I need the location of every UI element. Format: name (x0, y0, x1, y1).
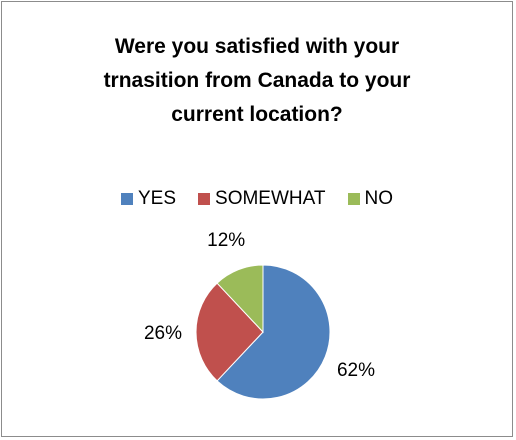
pie-slice-no (216, 264, 264, 334)
legend-item-no: NO (347, 188, 394, 210)
pie-slice-somewhat (195, 282, 264, 382)
data-label-no: 12% (207, 230, 245, 251)
chart-title-line-2: trnasition from Canada to your (103, 69, 411, 92)
data-label-yes: 62% (337, 360, 375, 381)
data-label-somewhat: 26% (144, 323, 182, 344)
legend-swatch-yes (120, 193, 133, 205)
legend-swatch-somewhat (198, 193, 211, 205)
legend-label-no: NO (364, 188, 394, 209)
legend-label-somewhat: SOMEWHAT (215, 188, 326, 209)
legend-label-yes: YES (137, 188, 177, 209)
chart-title: Were you satisfied with your trnasition … (0, 30, 514, 132)
chart-title-line-3: current location? (171, 103, 343, 126)
chart-legend: YES SOMEWHAT NO (0, 188, 514, 210)
legend-item-somewhat: SOMEWHAT (198, 188, 326, 210)
pie-slice-yes (216, 264, 331, 400)
legend-item-yes: YES (120, 188, 177, 210)
chart-title-line-1: Were you satisfied with your (114, 35, 400, 58)
legend-swatch-no (347, 193, 360, 205)
